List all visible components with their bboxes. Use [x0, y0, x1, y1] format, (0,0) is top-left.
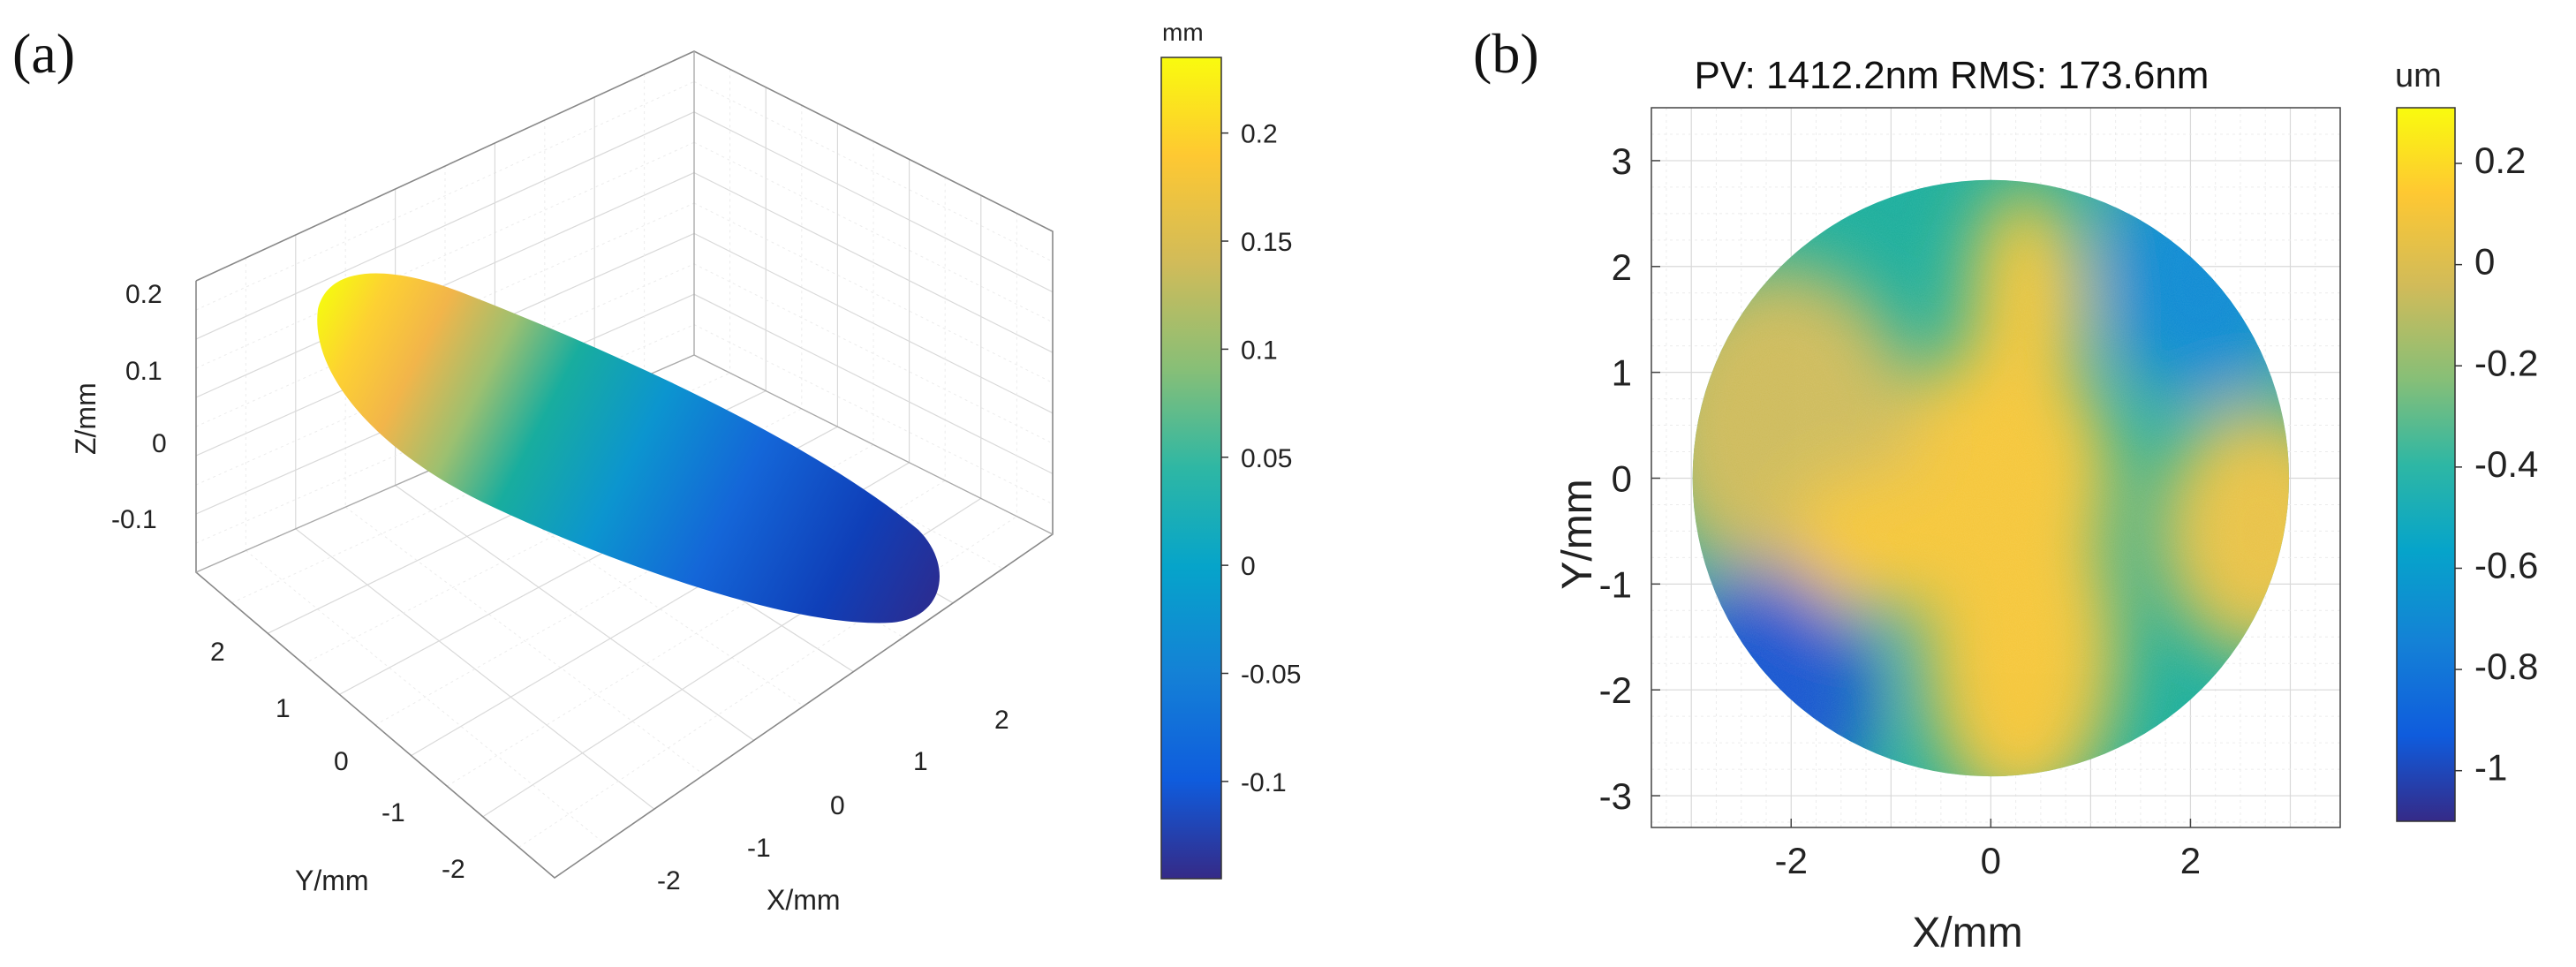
- x-tick-2: 2: [994, 706, 1009, 735]
- panel-b-colorbar-unit: um: [2395, 57, 2442, 94]
- x-tick-1: 1: [913, 747, 928, 776]
- gridline: [295, 528, 655, 810]
- z-tick-0.2: 0.2: [125, 280, 162, 309]
- z-tick-0.1: 0.1: [125, 357, 162, 386]
- colorbar-tick-label: -0.8: [2474, 646, 2538, 687]
- y-tick-label: -1: [1599, 563, 1632, 605]
- x-tick-label: -2: [1775, 840, 1808, 881]
- y-tick-label: 0: [1612, 457, 1632, 499]
- gridline: [693, 111, 1054, 293]
- gridline: [693, 232, 1054, 414]
- panel-b-title: PV: 1412.2nm RMS: 173.6nm: [1695, 54, 2210, 97]
- panel-a-y-ticks: 2 1 0 -1 -2: [210, 638, 465, 884]
- z-tick-0: 0: [152, 429, 167, 458]
- gridline: [693, 141, 1054, 323]
- colorbar-tick-label: 0.2: [2474, 140, 2526, 181]
- panel-a-label: (a): [12, 22, 75, 85]
- panel-a-zlabel: Z/mm: [70, 382, 102, 455]
- y-tick-neg2: -2: [442, 855, 465, 884]
- colorbar-tick-label: -1: [2474, 747, 2507, 789]
- panel-b-colorbar: um 0.2 0 -0.2 -0.4 -0.6 -0.8 -1: [2395, 57, 2538, 822]
- colorbar-tick-label: -0.2: [2474, 342, 2538, 383]
- panel-b-x-ticks: -2 0 2: [1775, 819, 2201, 881]
- gridline: [693, 202, 1054, 383]
- gridline: [693, 324, 1054, 505]
- gridline: [195, 80, 695, 311]
- gridline: [693, 293, 1054, 474]
- y-tick-label: -2: [1599, 669, 1632, 711]
- panel-b-ylabel: Y/mm: [1554, 479, 1601, 589]
- panel-a-xlabel: X/mm: [767, 884, 841, 916]
- panel-a-colorbar-ticks: -0.1 -0.05 0 0.05 0.1 0.15 0.2: [1221, 120, 1301, 797]
- colorbar-tick-label: 0.05: [1241, 444, 1292, 473]
- gridline: [195, 111, 695, 340]
- panel-a: (a) 0.2 0.1 0 -0.1 Z/mm: [12, 19, 1301, 916]
- gridline: [693, 80, 1054, 262]
- y-tick-0: 0: [334, 747, 349, 776]
- panel-a-z-ticks: 0.2 0.1 0 -0.1: [111, 280, 167, 534]
- panel-b: (b) PV: 1412.2nm RMS: 173.6nm 3 2 1 0 -1 -2 -3…: [1473, 22, 2538, 956]
- gridline: [693, 172, 1054, 353]
- panel-b-colorbar-bar: [2396, 107, 2456, 822]
- gridline: [518, 516, 1017, 848]
- x-tick-label: 0: [1981, 840, 2001, 881]
- colorbar-tick-label: -0.05: [1241, 661, 1301, 690]
- colorbar-tick-label: -0.4: [2474, 443, 2538, 485]
- x-tick-neg1: -1: [747, 834, 771, 863]
- gridline: [395, 485, 754, 741]
- colorbar-tick-label: 0: [1241, 552, 1256, 581]
- colorbar-tick-label: -0.1: [1241, 768, 1287, 797]
- panel-a-colorbar-bar: [1160, 57, 1222, 880]
- gridline: [446, 480, 946, 787]
- y-tick-2: 2: [210, 638, 225, 667]
- y-tick-label: 2: [1612, 246, 1632, 288]
- x-tick-0: 0: [830, 791, 845, 820]
- x-tick-neg2: -2: [657, 866, 681, 895]
- y-tick-label: -3: [1599, 775, 1632, 817]
- y-tick-1: 1: [276, 694, 291, 723]
- colorbar-tick-label: -0.6: [2474, 544, 2538, 585]
- colorbar-tick-label: 0.2: [1241, 120, 1278, 149]
- panel-a-x-ticks: -2 -1 0 1 2: [657, 706, 1009, 895]
- colorbar-tick-label: 0.1: [1241, 336, 1278, 365]
- x-tick-label: 2: [2180, 840, 2201, 881]
- gridline: [195, 141, 695, 369]
- panel-b-y-ticks: 3 2 1 0 -1 -2 -3: [1599, 140, 1660, 817]
- y-tick-label: 1: [1612, 352, 1632, 394]
- y-tick-neg1: -1: [381, 798, 405, 827]
- gridline: [693, 263, 1054, 444]
- panel-b-xlabel: X/mm: [1912, 910, 2022, 956]
- colorbar-tick-label: 0: [2474, 241, 2495, 283]
- colorbar-tick-label: 0.15: [1241, 228, 1292, 257]
- panel-b-label: (b): [1473, 22, 1539, 85]
- panel-a-surface: [317, 273, 940, 623]
- gridline: [344, 506, 705, 775]
- z-tick-neg0.1: -0.1: [111, 505, 157, 534]
- panel-a-colorbar-unit: mm: [1162, 19, 1204, 46]
- gridline: [246, 550, 605, 844]
- panel-b-colorbar-ticks: 0.2 0 -0.2 -0.4 -0.6 -0.8 -1: [2455, 140, 2538, 789]
- y-tick-label: 3: [1612, 140, 1632, 182]
- panel-b-axes-frame: [1651, 107, 2341, 828]
- panel-a-ylabel: Y/mm: [295, 865, 369, 896]
- panel-a-colorbar: mm -0.1 -0.05 0 0.05 0.1 0.15 0.2: [1160, 19, 1301, 880]
